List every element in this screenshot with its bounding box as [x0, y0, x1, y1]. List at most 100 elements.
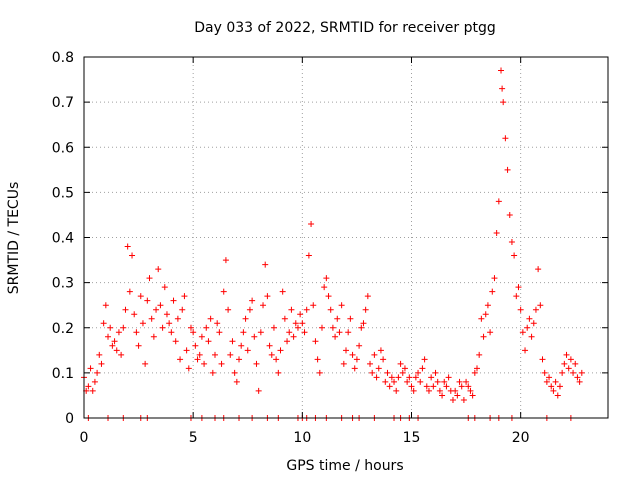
data-point — [142, 360, 149, 367]
data-point — [559, 369, 566, 376]
data-point — [548, 383, 555, 390]
data-point — [399, 369, 406, 376]
data-point — [214, 320, 221, 327]
data-point — [131, 311, 138, 318]
data-point — [386, 383, 393, 390]
data-point — [207, 315, 214, 322]
data-point — [231, 369, 238, 376]
data-point — [417, 378, 424, 385]
data-point — [336, 329, 343, 336]
data-point — [126, 288, 133, 295]
data-point — [157, 302, 164, 309]
data-point — [554, 392, 561, 399]
data-point — [115, 329, 122, 336]
data-point — [401, 365, 408, 372]
data-point — [109, 342, 116, 349]
data-point — [163, 311, 170, 318]
data-point — [338, 302, 345, 309]
data-point — [314, 356, 321, 363]
y-tick-label: 0.6 — [52, 140, 74, 156]
data-point — [220, 288, 227, 295]
chart-title: Day 033 of 2022, SRMTID for receiver ptg… — [194, 20, 496, 36]
data-point — [578, 369, 585, 376]
data-point — [192, 342, 199, 349]
data-point — [179, 306, 186, 313]
data-point — [102, 302, 109, 309]
data-point — [511, 252, 518, 259]
data-point — [340, 360, 347, 367]
data-point — [478, 315, 485, 322]
data-point — [305, 252, 312, 259]
data-point — [423, 383, 430, 390]
data-point — [279, 288, 286, 295]
y-tick-label: 0.8 — [52, 50, 74, 66]
data-point — [384, 369, 391, 376]
data-point — [353, 356, 360, 363]
data-point — [236, 356, 243, 363]
data-point — [537, 302, 544, 309]
data-point — [528, 333, 535, 340]
data-point — [434, 378, 441, 385]
data-point — [227, 351, 234, 358]
data-point — [273, 356, 280, 363]
data-point — [469, 392, 476, 399]
data-point — [137, 293, 144, 300]
data-point — [312, 338, 319, 345]
data-point — [484, 302, 491, 309]
data-point — [181, 293, 188, 300]
data-point — [576, 378, 583, 385]
data-point — [476, 351, 483, 358]
y-tick-label: 0.3 — [52, 276, 74, 292]
data-point — [159, 324, 166, 331]
data-point — [113, 347, 120, 354]
data-point — [412, 374, 419, 381]
data-point — [371, 351, 378, 358]
y-tick-label: 0.5 — [52, 185, 74, 201]
data-point — [187, 324, 194, 331]
data-point — [428, 374, 435, 381]
data-point — [556, 383, 563, 390]
data-point — [146, 275, 153, 282]
data-point — [517, 306, 524, 313]
data-point — [205, 338, 212, 345]
x-tick-label: 0 — [80, 430, 89, 446]
data-point — [504, 166, 511, 173]
data-point — [85, 383, 92, 390]
data-point — [513, 293, 520, 300]
data-point — [288, 306, 295, 313]
data-point — [347, 315, 354, 322]
data-point — [303, 306, 310, 313]
data-point — [255, 387, 262, 394]
data-point — [240, 329, 247, 336]
data-point — [233, 378, 240, 385]
data-point — [508, 239, 515, 246]
data-point — [325, 293, 332, 300]
data-point — [519, 329, 526, 336]
data-point — [445, 374, 452, 381]
data-point — [471, 369, 478, 376]
data-point — [172, 338, 179, 345]
data-point — [343, 347, 349, 354]
y-tick-label: 0 — [65, 411, 74, 427]
data-point — [120, 324, 127, 331]
data-point — [107, 324, 114, 331]
data-point — [489, 288, 496, 295]
data-point — [570, 369, 577, 376]
data-point — [356, 342, 363, 349]
data-point — [183, 347, 190, 354]
data-point — [524, 324, 531, 331]
data-point — [358, 324, 365, 331]
data-point — [491, 275, 498, 282]
data-point — [266, 342, 273, 349]
data-point — [87, 365, 94, 372]
data-point — [216, 329, 223, 336]
data-point — [308, 220, 315, 227]
data-point — [463, 378, 470, 385]
data-point — [375, 365, 382, 372]
data-point — [367, 360, 374, 367]
data-point — [260, 302, 267, 309]
data-point — [139, 320, 146, 327]
data-point — [148, 315, 155, 322]
data-point — [443, 383, 450, 390]
